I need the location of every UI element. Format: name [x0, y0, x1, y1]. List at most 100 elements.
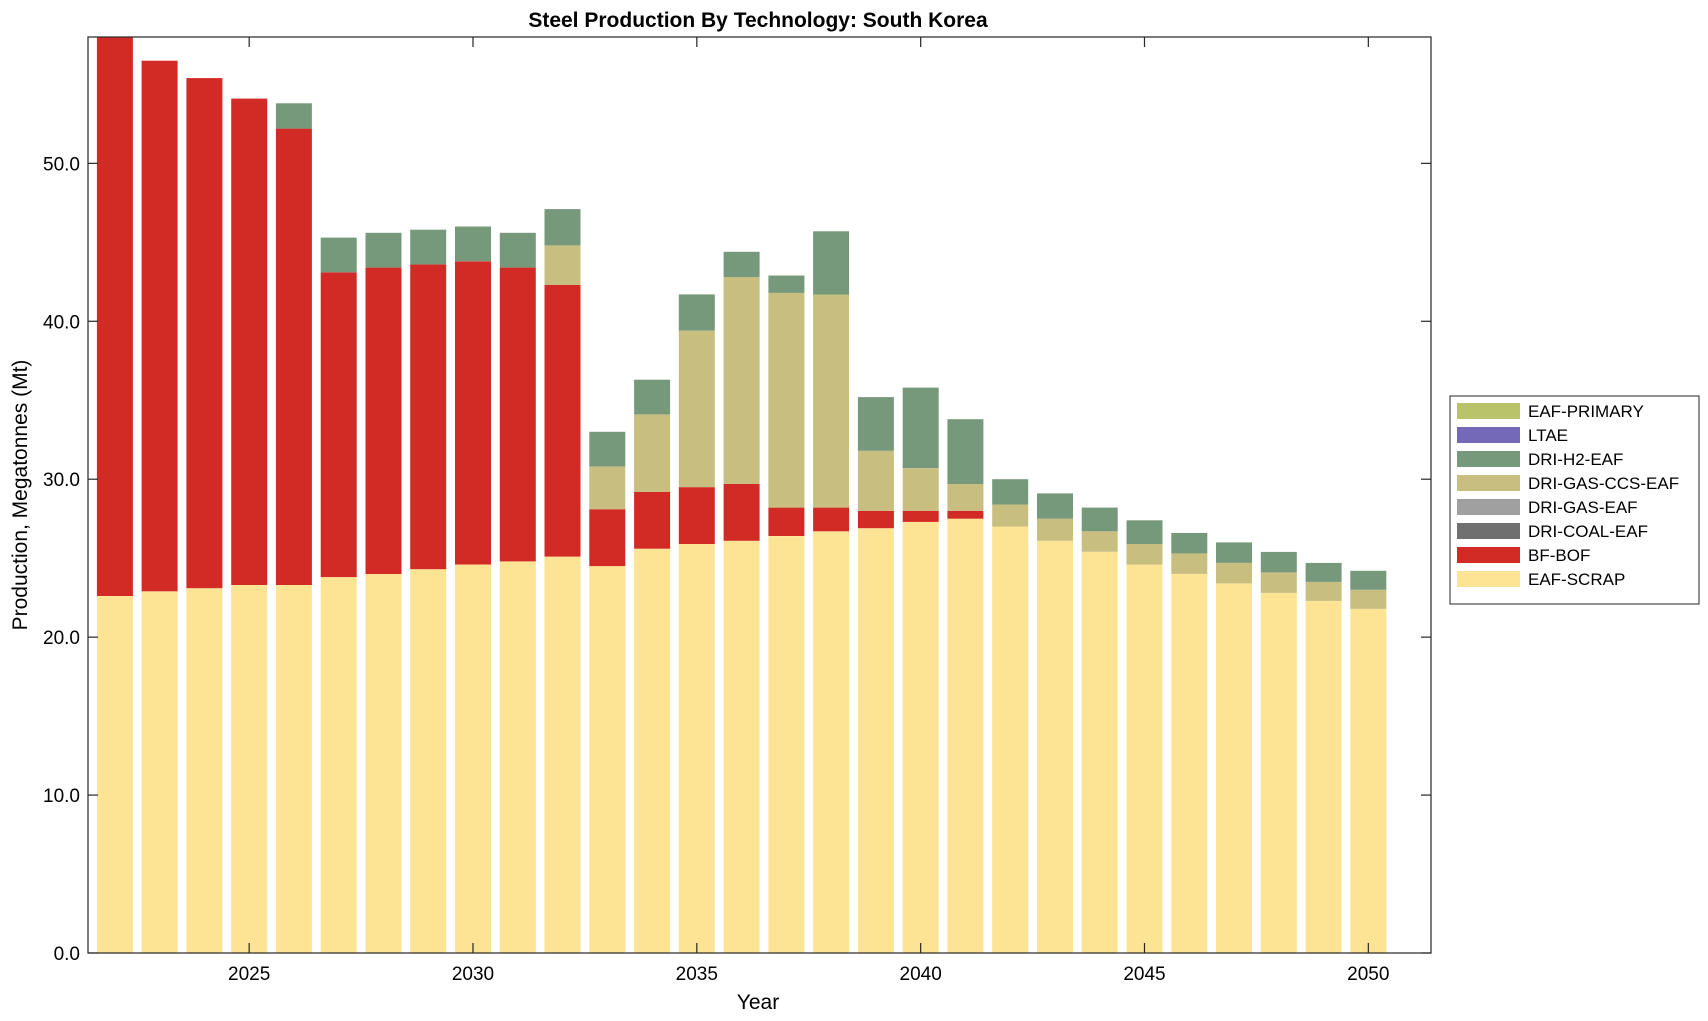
bar-eaf-scrap-2032 [544, 556, 581, 953]
bar-eaf-scrap-2029 [410, 569, 447, 953]
bar-dri-h2-eaf-2041 [947, 419, 984, 484]
bar-eaf-scrap-2023 [141, 591, 178, 953]
bar-eaf-scrap-2039 [857, 528, 894, 953]
x-tick-label: 2050 [1347, 964, 1389, 985]
x-tick-label: 2025 [228, 964, 270, 985]
bar-dri-gas-ccs-eaf-2046 [1171, 553, 1208, 574]
bar-bf-bof-2037 [768, 507, 805, 536]
bar-eaf-scrap-2031 [499, 561, 536, 953]
y-tick-label: 0.0 [54, 944, 80, 965]
bar-dri-gas-ccs-eaf-2048 [1260, 572, 1297, 593]
legend-label-dri-coal-eaf: DRI-COAL-EAF [1528, 522, 1648, 541]
legend-label-eaf-scrap: EAF-SCRAP [1528, 570, 1625, 589]
legend-label-dri-h2-eaf: DRI-H2-EAF [1528, 450, 1623, 469]
bar-bf-bof-2041 [947, 510, 984, 519]
legend-label-bf-bof: BF-BOF [1528, 546, 1590, 565]
bar-dri-gas-ccs-eaf-2043 [1037, 518, 1073, 541]
bar-eaf-scrap-2046 [1171, 574, 1208, 953]
bar-dri-h2-eaf-2040 [902, 387, 939, 469]
bar-eaf-scrap-2041 [947, 518, 984, 953]
chart-title: Steel Production By Technology: South Ko… [528, 9, 988, 32]
bar-eaf-scrap-2022 [96, 596, 133, 953]
bar-dri-gas-ccs-eaf-2039 [857, 450, 894, 511]
bar-dri-gas-ccs-eaf-2045 [1126, 544, 1163, 565]
legend-swatch-ltae [1457, 427, 1520, 443]
bar-dri-gas-ccs-eaf-2033 [589, 466, 626, 510]
bar-eaf-scrap-2043 [1037, 540, 1073, 953]
bar-bf-bof-2039 [857, 510, 894, 529]
bar-eaf-scrap-2049 [1305, 600, 1342, 953]
legend-label-ltae: LTAE [1528, 426, 1568, 445]
bar-bf-bof-2025 [231, 98, 268, 585]
bar-bf-bof-2026 [275, 128, 312, 585]
bar-eaf-scrap-2025 [231, 585, 268, 953]
bar-bf-bof-2036 [723, 483, 760, 541]
y-axis-label: Production, Megatonnes (Mt) [9, 360, 32, 631]
axes-group: 2025 2030 2035 2040 2045 2050 0.0 10.0 20.0 30.0 4… [43, 37, 1431, 985]
bar-dri-h2-eaf-2047 [1216, 542, 1252, 563]
bar-dri-gas-ccs-eaf-2047 [1216, 562, 1252, 584]
bar-dri-gas-ccs-eaf-2044 [1081, 531, 1118, 552]
bar-bf-bof-2031 [499, 267, 536, 562]
x-tick-label: 2045 [1123, 964, 1165, 985]
bar-eaf-scrap-2026 [275, 585, 312, 953]
bar-eaf-scrap-2044 [1081, 551, 1118, 953]
bar-eaf-scrap-2024 [186, 588, 223, 953]
bar-dri-h2-eaf-2039 [857, 397, 894, 451]
bar-dri-gas-ccs-eaf-2040 [902, 468, 939, 511]
legend-swatch-bf-bof [1457, 547, 1520, 563]
y-tick-label: 10.0 [43, 786, 80, 807]
bar-dri-gas-ccs-eaf-2038 [813, 294, 850, 508]
bar-eaf-scrap-2028 [365, 574, 402, 953]
bar-eaf-scrap-2034 [634, 548, 671, 953]
legend-swatch-dri-coal-eaf [1457, 523, 1520, 539]
bar-dri-h2-eaf-2048 [1260, 551, 1297, 573]
bar-dri-gas-ccs-eaf-2036 [723, 277, 760, 484]
bar-bf-bof-2023 [141, 60, 178, 592]
legend-label-eaf-primary: EAF-PRIMARY [1528, 402, 1644, 421]
bar-dri-h2-eaf-2036 [723, 251, 760, 278]
bar-bf-bof-2028 [365, 267, 402, 574]
x-tick-label: 2035 [676, 964, 718, 985]
bar-dri-h2-eaf-2049 [1305, 562, 1342, 582]
bars-group [96, 37, 1387, 953]
bar-dri-h2-eaf-2032 [544, 209, 581, 246]
bar-bf-bof-2024 [186, 78, 223, 589]
bar-dri-h2-eaf-2037 [768, 275, 805, 293]
bar-dri-h2-eaf-2031 [499, 232, 536, 268]
bar-bf-bof-2030 [455, 261, 491, 565]
bar-eaf-scrap-2040 [902, 521, 939, 953]
plot-frame [87, 36, 1432, 954]
legend-swatch-dri-h2-eaf [1457, 451, 1520, 467]
x-axis-label: Year [737, 991, 779, 1014]
bar-dri-h2-eaf-2027 [320, 237, 357, 273]
bar-eaf-scrap-2037 [768, 536, 805, 953]
bar-eaf-scrap-2050 [1350, 608, 1387, 953]
y-tick-label: 40.0 [43, 312, 80, 333]
x-tick-label: 2030 [452, 964, 494, 985]
bar-dri-h2-eaf-2046 [1171, 532, 1208, 554]
legend-label-dri-gas-eaf: DRI-GAS-EAF [1528, 498, 1638, 517]
bar-dri-gas-ccs-eaf-2032 [544, 245, 581, 285]
bar-dri-gas-ccs-eaf-2049 [1305, 581, 1342, 601]
bar-dri-h2-eaf-2026 [275, 103, 312, 129]
bar-eaf-scrap-2045 [1126, 564, 1163, 953]
bar-bf-bof-2034 [634, 491, 671, 549]
bar-eaf-scrap-2047 [1216, 583, 1252, 953]
bar-bf-bof-2040 [902, 510, 939, 522]
bar-dri-gas-ccs-eaf-2050 [1350, 589, 1387, 609]
y-tick-label: 20.0 [43, 628, 80, 649]
bar-dri-h2-eaf-2045 [1126, 520, 1163, 544]
bar-dri-h2-eaf-2033 [589, 431, 626, 467]
bar-dri-h2-eaf-2050 [1350, 570, 1387, 590]
bar-dri-h2-eaf-2042 [992, 479, 1029, 505]
bar-eaf-scrap-2033 [589, 566, 626, 953]
bar-eaf-scrap-2030 [455, 564, 491, 953]
bar-dri-h2-eaf-2028 [365, 232, 402, 268]
bar-dri-h2-eaf-2038 [813, 231, 850, 295]
legend-swatch-dri-gas-ccs-eaf [1457, 475, 1520, 491]
bar-bf-bof-2029 [410, 264, 447, 570]
bar-bf-bof-2032 [544, 285, 581, 557]
bar-dri-h2-eaf-2043 [1037, 493, 1073, 519]
